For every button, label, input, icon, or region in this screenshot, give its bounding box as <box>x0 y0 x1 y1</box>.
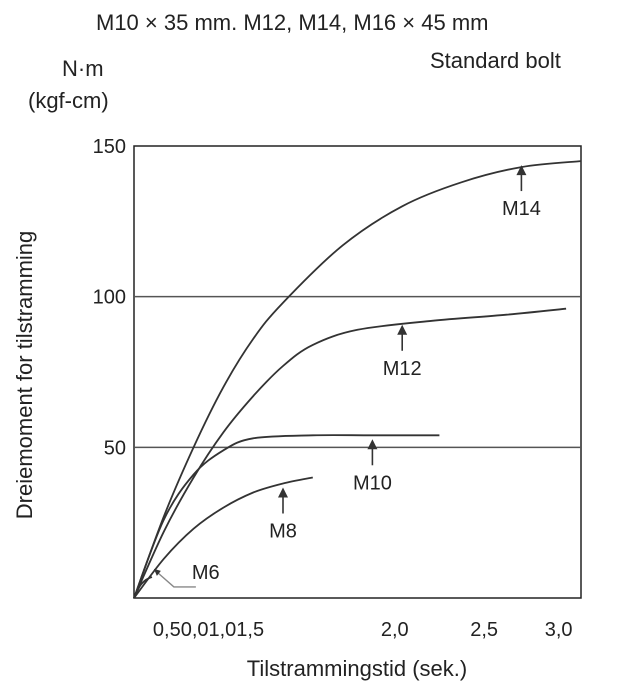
annotation-label: M14 <box>502 198 541 220</box>
annotation-label: M10 <box>353 472 392 494</box>
x-tick-labels: 0,50,01,01,5 2,0 2,5 3,0 <box>153 619 573 641</box>
series-layer <box>133 160 582 599</box>
y-tick-label: 100 <box>93 287 126 309</box>
annotation-label: M6 <box>192 562 220 584</box>
arrowhead <box>516 165 527 176</box>
curve-m12 <box>133 307 567 599</box>
x-tick-label: 2,5 <box>470 619 498 641</box>
annotation-m8: M8 <box>269 487 297 542</box>
arrowhead <box>367 439 378 450</box>
annotation-m10: M10 <box>353 439 392 494</box>
arrowhead <box>397 324 408 335</box>
bolt-spec-line: M10 × 35 mm. M12, M14, M16 × 45 mm <box>96 10 488 35</box>
y-axis-title: Dreiemoment for tilstramming <box>12 231 37 520</box>
y-tick-label: 50 <box>104 437 126 459</box>
x-tick-label: 0,50,01,01,5 <box>153 619 264 641</box>
y-tick-labels: 50 100 150 <box>93 136 126 459</box>
plot-frame <box>133 145 582 599</box>
arrowhead <box>278 487 288 498</box>
annotation-m14: M14 <box>502 165 541 220</box>
x-tick-label: 3,0 <box>545 619 573 641</box>
bolt-type-label: Standard bolt <box>430 48 561 73</box>
y-tick-label: 150 <box>93 136 126 158</box>
pointer-m6 <box>157 572 196 588</box>
unit-newton-meter: N·m <box>62 56 104 81</box>
annotation-m12: M12 <box>383 324 422 380</box>
curve-m10 <box>133 434 440 599</box>
annotation-label: M12 <box>383 358 422 380</box>
annotation-label: M8 <box>269 520 297 542</box>
arrowhead-m6 <box>153 568 161 576</box>
x-tick-label: 2,0 <box>381 619 409 641</box>
curve-m8 <box>133 476 313 599</box>
gridlines <box>134 295 581 449</box>
annotations: M14 M12 M10 M8 M6 <box>153 165 541 588</box>
unit-kgf-cm: (kgf-cm) <box>28 88 109 113</box>
curve-m14 <box>133 160 582 599</box>
annotation-m6: M6 <box>153 562 220 588</box>
x-axis-title: Tilstrammingstid (sek.) <box>247 656 467 681</box>
